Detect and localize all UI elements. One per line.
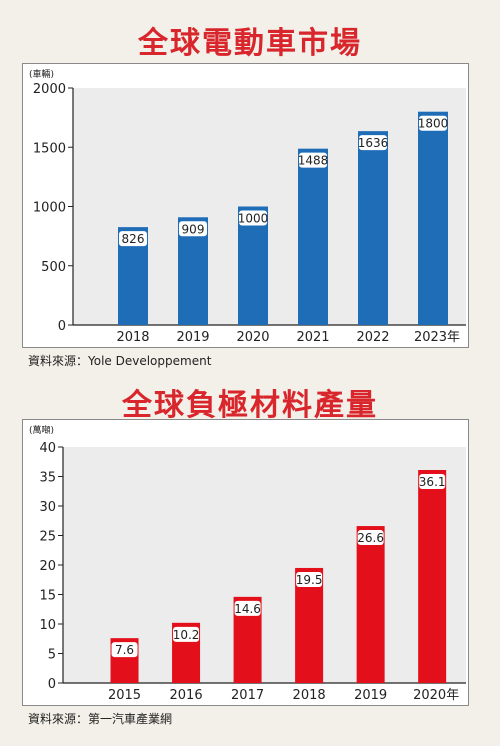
ev-market-plot: (車輛) 0 500 1000 1500 2000 826 2018 909 2019 1000 20… xyxy=(29,68,466,345)
data-label-badge xyxy=(234,600,261,616)
chart-title: 全球負極材料產量 xyxy=(122,388,378,423)
y-tick-label: 2000 xyxy=(33,82,66,97)
data-label: 26.6 xyxy=(357,531,384,545)
data-label-badge xyxy=(359,135,387,151)
x-tick-label: 2018 xyxy=(116,330,149,345)
data-label: 1488 xyxy=(298,154,329,168)
y-tick-label: 0 xyxy=(58,319,66,334)
chart-title: 全球電動車市場 xyxy=(138,26,362,61)
data-label: 7.6 xyxy=(115,643,134,657)
data-label: 1800 xyxy=(418,117,449,131)
y-tick-label: 10 xyxy=(39,618,56,633)
ev-market-chart: (車輛) 0 500 1000 1500 2000 826 2018 909 2019 1000 20… xyxy=(22,63,469,348)
bar xyxy=(418,111,448,325)
bar xyxy=(295,567,324,683)
y-tick-label: 5 xyxy=(48,648,56,663)
data-label-badge xyxy=(419,474,446,490)
x-tick-label: 2017 xyxy=(231,688,264,703)
data-label-badge xyxy=(357,530,384,546)
data-label: 36.1 xyxy=(419,475,446,489)
data-label: 1636 xyxy=(358,136,389,150)
y-tick-label: 20 xyxy=(39,559,56,574)
y-tick-label: 25 xyxy=(39,530,56,545)
data-label: 909 xyxy=(182,222,205,236)
anode-material-plot: (萬噸) 0 5 10 15 20 25 30 35 40 7.6 2015 10.2 2016 14.6 2… xyxy=(29,424,466,703)
data-label-badge xyxy=(111,642,138,658)
data-label-badge xyxy=(296,571,323,587)
x-tick-label: 2020年 xyxy=(413,688,459,703)
x-tick-label: 2019 xyxy=(354,688,387,703)
data-label-badge xyxy=(299,152,327,168)
anode-material-chart: (萬噸) 0 5 10 15 20 25 30 35 40 7.6 2015 10.2 2016 14.6 2… xyxy=(22,419,469,706)
bar xyxy=(358,131,388,325)
y-tick-label: 15 xyxy=(39,589,56,604)
y-tick-label: 500 xyxy=(41,260,66,275)
y-tick-label: 0 xyxy=(48,677,56,692)
bar xyxy=(238,206,268,325)
data-label-badge xyxy=(239,210,267,226)
x-tick-label: 2021 xyxy=(296,330,329,345)
x-tick-label: 2015 xyxy=(108,688,141,703)
x-tick-label: 2020 xyxy=(236,330,269,345)
data-label: 10.2 xyxy=(173,628,200,642)
x-tick-label: 2019 xyxy=(176,330,209,345)
bar xyxy=(356,526,385,683)
x-tick-label: 2016 xyxy=(170,688,203,703)
data-label: 19.5 xyxy=(296,573,323,587)
chart-source: 資料來源：Yole Developpement xyxy=(28,354,212,368)
data-label: 14.6 xyxy=(234,602,261,616)
y-tick-label: 1500 xyxy=(33,141,66,156)
data-label-badge xyxy=(119,231,147,247)
data-label-badge xyxy=(179,221,207,237)
chart-source: 資料來源：第一汽車產業網 xyxy=(28,712,173,726)
data-label: 1000 xyxy=(238,212,269,226)
x-tick-label: 2023年 xyxy=(414,330,460,345)
y-tick-label: 1000 xyxy=(33,201,66,216)
data-label: 826 xyxy=(122,232,145,246)
y-tick-label: 40 xyxy=(39,441,56,456)
bar xyxy=(298,148,328,325)
y-tick-label: 35 xyxy=(39,471,56,486)
data-label-badge xyxy=(419,115,447,131)
bar xyxy=(418,470,447,683)
x-tick-label: 2018 xyxy=(293,688,326,703)
data-label-badge xyxy=(173,626,200,642)
unit-label: (車輛) xyxy=(29,68,54,80)
unit-label: (萬噸) xyxy=(29,424,54,436)
y-tick-label: 30 xyxy=(39,500,56,515)
x-tick-label: 2022 xyxy=(356,330,389,345)
